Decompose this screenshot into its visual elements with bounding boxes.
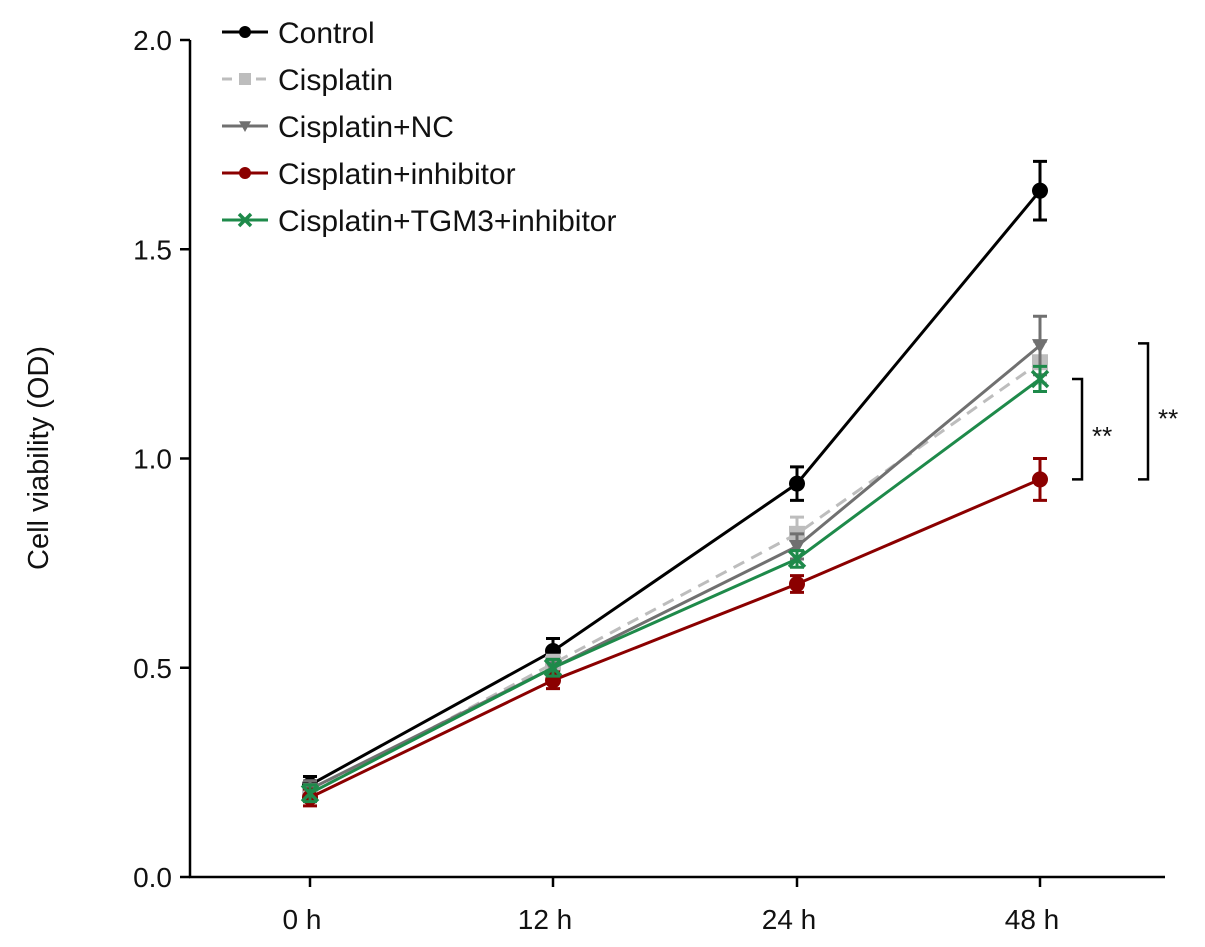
legend-item: Cisplatin+inhibitor	[222, 158, 516, 191]
legend-label: Cisplatin+NC	[278, 111, 454, 144]
x-tick-label: 24 h	[762, 904, 817, 935]
legend-label: Cisplatin+inhibitor	[278, 158, 516, 191]
legend-label: Cisplatin	[278, 64, 393, 97]
data-point	[239, 121, 251, 132]
significance-bracket	[1072, 377, 1084, 481]
y-axis-label: Cell viability (OD)	[23, 346, 55, 570]
data-point	[789, 576, 805, 593]
series-group	[300, 159, 1050, 808]
series-cisplatin-tgm3-inhibitor	[300, 364, 1050, 804]
significance-label: **	[1158, 403, 1178, 433]
y-tick-label: 1.0	[133, 444, 172, 475]
data-point	[1030, 369, 1050, 389]
series-cisplatin-inhibitor	[302, 457, 1048, 808]
y-tick-label: 2.0	[133, 25, 172, 56]
legend-item: Control	[222, 17, 375, 50]
data-point	[237, 212, 253, 228]
series-cisplatin-nc	[302, 314, 1048, 799]
significance-annotations: ** **	[1072, 342, 1178, 481]
data-point	[1032, 339, 1048, 354]
data-point	[1032, 182, 1048, 199]
legend-item: Cisplatin+NC	[222, 111, 454, 144]
data-point	[239, 73, 251, 85]
legend-label: Control	[278, 17, 375, 50]
series-control	[302, 159, 1048, 795]
y-tick-label: 1.5	[133, 234, 172, 265]
series-line	[309, 344, 1041, 791]
x-tick-label: 12 h	[518, 904, 573, 935]
legend: Control Cisplatin Cisplatin+NC Cisplatin+in…	[222, 17, 616, 238]
data-point	[239, 167, 251, 179]
series-line	[309, 361, 1041, 795]
legend-item: Cisplatin	[222, 64, 393, 97]
y-tick-label: 0.5	[133, 653, 172, 684]
y-tick-label: 0.0	[133, 862, 172, 893]
legend-label: Cisplatin+TGM3+inhibitor	[278, 205, 616, 238]
series-cisplatin	[302, 339, 1048, 804]
series-line	[309, 189, 1042, 787]
series-line	[309, 478, 1041, 799]
x-tick-label: 48 h	[1005, 904, 1060, 935]
data-point	[789, 539, 805, 555]
data-point	[300, 784, 320, 803]
data-point	[1032, 471, 1048, 488]
data-point	[543, 658, 563, 677]
data-point	[239, 26, 251, 38]
significance-bracket	[1138, 342, 1150, 481]
significance-label: **	[1092, 421, 1112, 451]
data-point	[787, 549, 807, 569]
data-point	[789, 475, 805, 492]
legend-item: Cisplatin+TGM3+inhibitor	[222, 205, 616, 238]
x-tick-label: 0 h	[283, 904, 322, 935]
axes: 0.0 0.5 1.0 1.5 2.0 0 h 12 h 24 h 48 h	[133, 25, 1165, 935]
series-line	[309, 377, 1041, 795]
